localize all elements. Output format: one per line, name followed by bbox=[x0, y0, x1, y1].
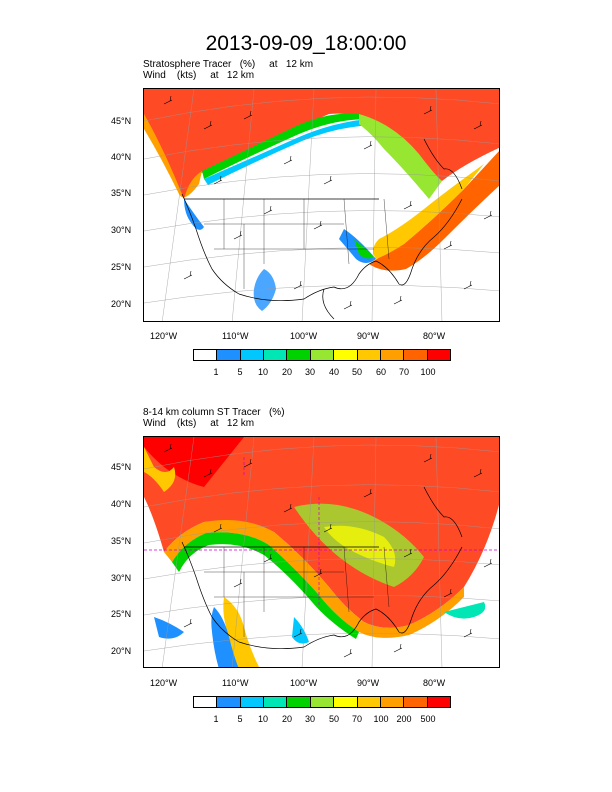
colorbar-swatch bbox=[287, 697, 311, 707]
colorbar-label: 200 bbox=[396, 714, 412, 724]
colorbar-swatch bbox=[240, 697, 265, 707]
bottom-lat-label: 40°N bbox=[111, 499, 132, 509]
colorbar-swatch bbox=[357, 350, 381, 360]
colorbar-swatch bbox=[334, 350, 358, 360]
bottom-map-canvas bbox=[144, 437, 499, 667]
top-colorbar bbox=[193, 349, 451, 361]
top-lat-label: 30°N bbox=[111, 225, 132, 235]
colorbar-swatch bbox=[380, 697, 405, 707]
top-lon-label: 120°W bbox=[150, 331, 178, 341]
colorbar-label: 40 bbox=[328, 367, 340, 377]
top-lon-label: 110°W bbox=[222, 331, 249, 341]
colorbar-label: 500 bbox=[420, 714, 436, 724]
bottom-lon-label: 80°W bbox=[423, 678, 446, 688]
colorbar-label: 100 bbox=[420, 367, 436, 377]
colorbar-label: 70 bbox=[351, 714, 363, 724]
top-map-canvas bbox=[144, 89, 499, 321]
bottom-lon-label: 100°W bbox=[290, 678, 318, 688]
bottom-colorbar-labels: 1 5 10 20 30 50 70 100 200 500 bbox=[193, 714, 451, 726]
top-lon-label: 100°W bbox=[290, 331, 318, 341]
top-lat-label: 20°N bbox=[111, 299, 132, 309]
bottom-lat-label: 20°N bbox=[111, 646, 132, 656]
colorbar-label: 50 bbox=[351, 367, 363, 377]
colorbar-swatch bbox=[217, 697, 241, 707]
top-lon-label: 80°W bbox=[423, 331, 446, 341]
colorbar-swatch bbox=[404, 350, 428, 360]
colorbar-swatch bbox=[264, 350, 288, 360]
bottom-lat-label: 25°N bbox=[111, 609, 132, 619]
top-map-panel bbox=[143, 88, 500, 322]
top-lat-label: 25°N bbox=[111, 262, 132, 272]
colorbar-label: 5 bbox=[237, 714, 243, 724]
colorbar-swatch bbox=[287, 350, 311, 360]
colorbar-label: 5 bbox=[237, 367, 243, 377]
bottom-panel-subtitle-1: 8-14 km column ST Tracer (%) bbox=[143, 407, 285, 418]
colorbar-label: 10 bbox=[257, 367, 269, 377]
colorbar-swatch bbox=[217, 350, 241, 360]
bottom-lat-label: 35°N bbox=[111, 536, 132, 546]
colorbar-label: 20 bbox=[281, 714, 293, 724]
colorbar-swatch bbox=[427, 697, 450, 707]
colorbar-swatch bbox=[310, 697, 335, 707]
colorbar-label: 50 bbox=[328, 714, 340, 724]
bottom-lat-label: 45°N bbox=[111, 462, 132, 472]
colorbar-swatch bbox=[357, 697, 381, 707]
colorbar-label: 70 bbox=[398, 367, 410, 377]
bottom-lat-label: 30°N bbox=[111, 573, 132, 583]
bottom-colorbar bbox=[193, 696, 451, 708]
colorbar-label: 30 bbox=[304, 367, 316, 377]
bottom-lon-label: 90°W bbox=[357, 678, 380, 688]
colorbar-label: 10 bbox=[257, 714, 269, 724]
colorbar-label: 1 bbox=[213, 714, 219, 724]
top-panel-subtitle-1: Stratosphere Tracer (%) at 12 km bbox=[143, 59, 314, 70]
map-title: 2013-09-09_18:00:00 bbox=[205, 32, 407, 55]
top-colorbar-labels: 1 5 10 20 30 40 50 60 70 100 bbox=[193, 367, 451, 379]
bottom-panel-subtitle-2: Wind (kts) at 12 km bbox=[143, 418, 255, 429]
top-lat-label: 40°N bbox=[111, 152, 132, 162]
colorbar-swatch bbox=[240, 350, 265, 360]
colorbar-label: 30 bbox=[304, 714, 316, 724]
colorbar-swatch bbox=[380, 350, 405, 360]
colorbar-swatch bbox=[427, 350, 450, 360]
top-lat-label: 45°N bbox=[111, 116, 132, 126]
colorbar-label: 60 bbox=[375, 367, 387, 377]
colorbar-swatch bbox=[404, 697, 428, 707]
colorbar-swatch bbox=[194, 697, 218, 707]
bottom-lon-label: 120°W bbox=[150, 678, 178, 688]
colorbar-swatch bbox=[194, 350, 218, 360]
colorbar-swatch bbox=[264, 697, 288, 707]
colorbar-swatch bbox=[310, 350, 335, 360]
colorbar-label: 100 bbox=[373, 714, 389, 724]
top-panel-subtitle-2: Wind (kts) at 12 km bbox=[143, 70, 255, 81]
top-lat-label: 35°N bbox=[111, 188, 132, 198]
bottom-map-panel bbox=[143, 436, 500, 668]
colorbar-swatch bbox=[334, 697, 358, 707]
colorbar-label: 1 bbox=[213, 367, 219, 377]
colorbar-label: 20 bbox=[281, 367, 293, 377]
bottom-lon-label: 110°W bbox=[222, 678, 249, 688]
top-lon-label: 90°W bbox=[357, 331, 380, 341]
